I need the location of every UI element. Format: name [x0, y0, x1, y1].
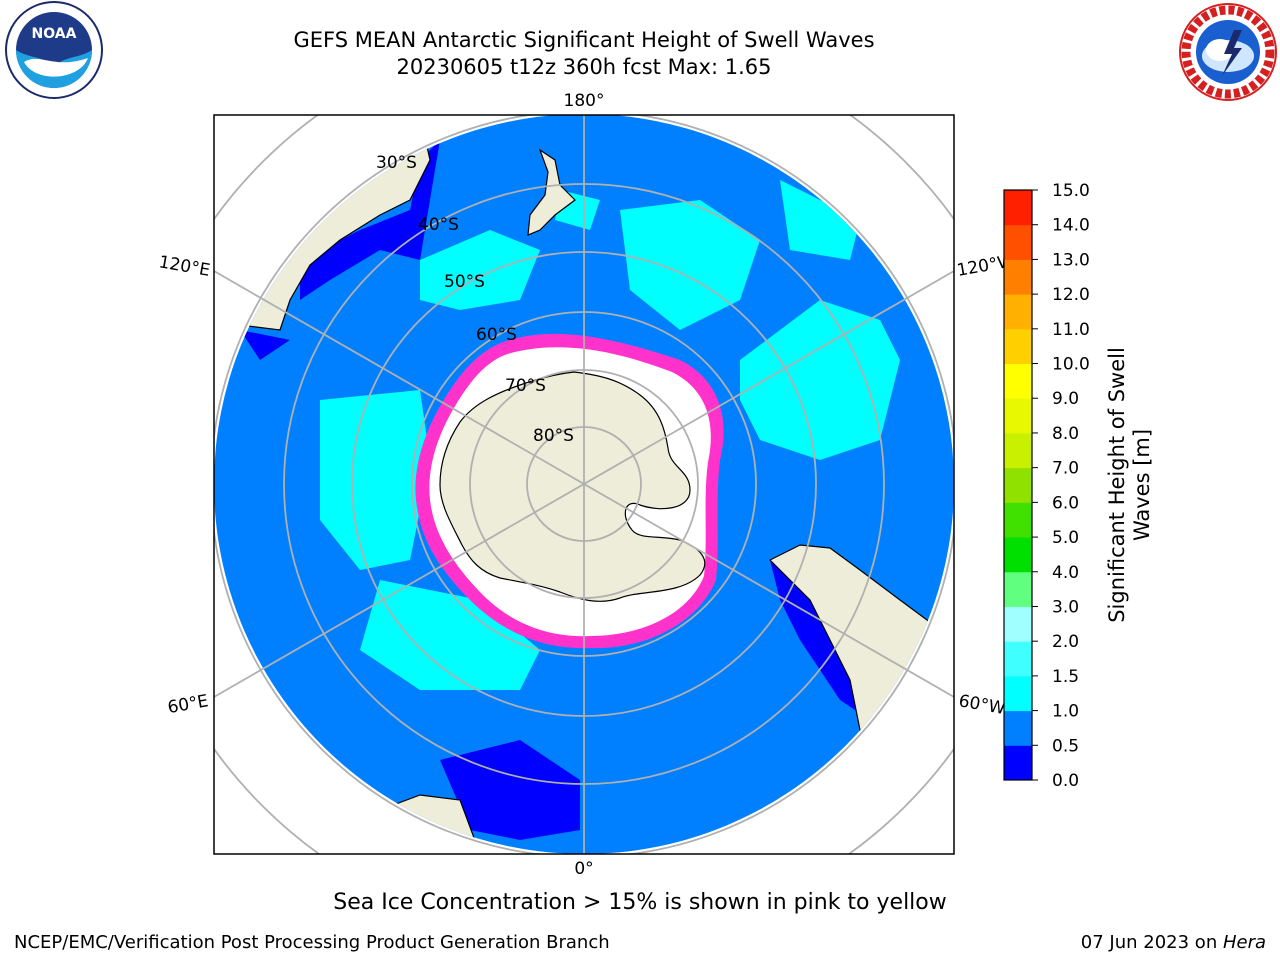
colorbar-segment: [1004, 190, 1032, 226]
colorbar-tick-label: 14.0: [1052, 216, 1090, 236]
colorbar-tick-label: 8.0: [1052, 424, 1079, 444]
colorbar: 0.0 0.5 1.0 1.5 2.0 3.0 4.0 5.0 6.0 7.0 8.0 9.0 10.0…: [1003, 181, 1090, 791]
longitude-label-bottom: 0°: [574, 859, 593, 879]
colorbar-tick-label: 15.0: [1052, 181, 1090, 201]
latitude-label: 60°S: [476, 325, 517, 345]
colorbar-tick-label: 7.0: [1052, 459, 1079, 479]
colorbar-tick-label: 6.0: [1052, 493, 1079, 513]
swell-low-patch: [240, 330, 290, 360]
colorbar-segment: [1004, 259, 1032, 295]
colorbar-segment: [1004, 537, 1032, 573]
colorbar-tick-label: 4.0: [1052, 563, 1079, 583]
colorbar-segment: [1004, 641, 1032, 677]
colorbar-tick-label: 0.0: [1052, 771, 1079, 791]
colorbar-segment: [1004, 502, 1032, 538]
colorbar-segment: [1004, 328, 1032, 365]
swell-low-patch: [300, 140, 440, 300]
noaa-logo-text: NOAA: [32, 26, 77, 42]
colorbar-segment: [1004, 432, 1032, 469]
map-title: GEFS MEAN Antarctic Significant Height o…: [293, 28, 875, 52]
colorbar-tick-label: 12.0: [1052, 285, 1090, 305]
colorbar-tick-label: 9.0: [1052, 389, 1079, 409]
colorbar-segment: [1004, 606, 1032, 642]
map-frame: [213, 114, 955, 855]
meridian-line: [214, 270, 954, 698]
colorbar-segment: [1004, 745, 1032, 781]
colorbar-label-line1: Significant Height of Swell: [1105, 347, 1129, 623]
latitude-label: 30°S: [376, 153, 417, 173]
swell-mid-patch: [360, 580, 540, 690]
swell-mid-patch: [740, 300, 900, 460]
colorbar-tick-label: 1.5: [1052, 667, 1079, 687]
swell-mid-patch: [320, 390, 430, 570]
colorbar-tick-label: 1.0: [1052, 702, 1079, 722]
longitude-label-lower-left: 60°E: [166, 691, 210, 718]
latitude-label: 50°S: [444, 272, 485, 292]
colorbar-tick-label: 3.0: [1052, 597, 1079, 617]
swell-mid-patch: [620, 200, 760, 330]
colorbar-segment: [1004, 294, 1032, 330]
longitude-label-top: 180°: [564, 91, 605, 111]
colorbar-segment: [1004, 467, 1032, 503]
noaa-logo-icon: NOAA: [5, 1, 103, 99]
date-stamp: 07 Jun 2023 on Hera: [1081, 932, 1266, 953]
colorbar-tick-label: 2.0: [1052, 632, 1079, 652]
colorbar-tick-label: 10.0: [1052, 355, 1090, 375]
longitude-label-upper-left: 120°E: [157, 252, 211, 281]
antarctica-landmass: [439, 371, 706, 602]
swell-mid-patch: [780, 180, 860, 260]
colorbar-segment: [1004, 224, 1032, 260]
colorbar-tick-label: 13.0: [1052, 250, 1090, 270]
colorbar-segment: [1004, 710, 1032, 746]
colorbar-tick-label: 0.5: [1052, 736, 1079, 756]
graticule: [214, 115, 954, 854]
swell-low-patch: [440, 740, 580, 840]
colorbar-segment: [1004, 363, 1032, 399]
sea-ice-note: Sea Ice Concentration > 15% is shown in …: [333, 890, 947, 915]
colorbar-label-line2: Waves [m]: [1130, 429, 1154, 541]
longitude-label-lower-right: 60°W: [957, 691, 1007, 719]
colorbar-frame: [1003, 189, 1033, 781]
credit-text: NCEP/EMC/Verification Post Processing Pr…: [14, 932, 610, 953]
nws-logo-icon: [1179, 3, 1277, 101]
colorbar-segment: [1004, 398, 1032, 434]
new-zealand-landmass: [527, 148, 576, 236]
colorbar-tick-label: 5.0: [1052, 528, 1079, 548]
date-text: 07 Jun 2023 on: [1080, 932, 1223, 953]
swell-low-patch: [770, 560, 870, 720]
colorbar-segment: [1004, 571, 1032, 607]
swell-mid-patch: [420, 230, 540, 310]
latitude-label: 40°S: [418, 215, 459, 235]
colorbar-segment: [1004, 675, 1032, 712]
map-subtitle: 20230605 t12z 360h fcst Max: 1.65: [396, 55, 772, 79]
colorbar-tick-label: 11.0: [1052, 320, 1090, 340]
machine-name: Hera: [1222, 932, 1266, 953]
latitude-label: 70°S: [505, 376, 546, 396]
latitude-label: 80°S: [533, 426, 574, 446]
